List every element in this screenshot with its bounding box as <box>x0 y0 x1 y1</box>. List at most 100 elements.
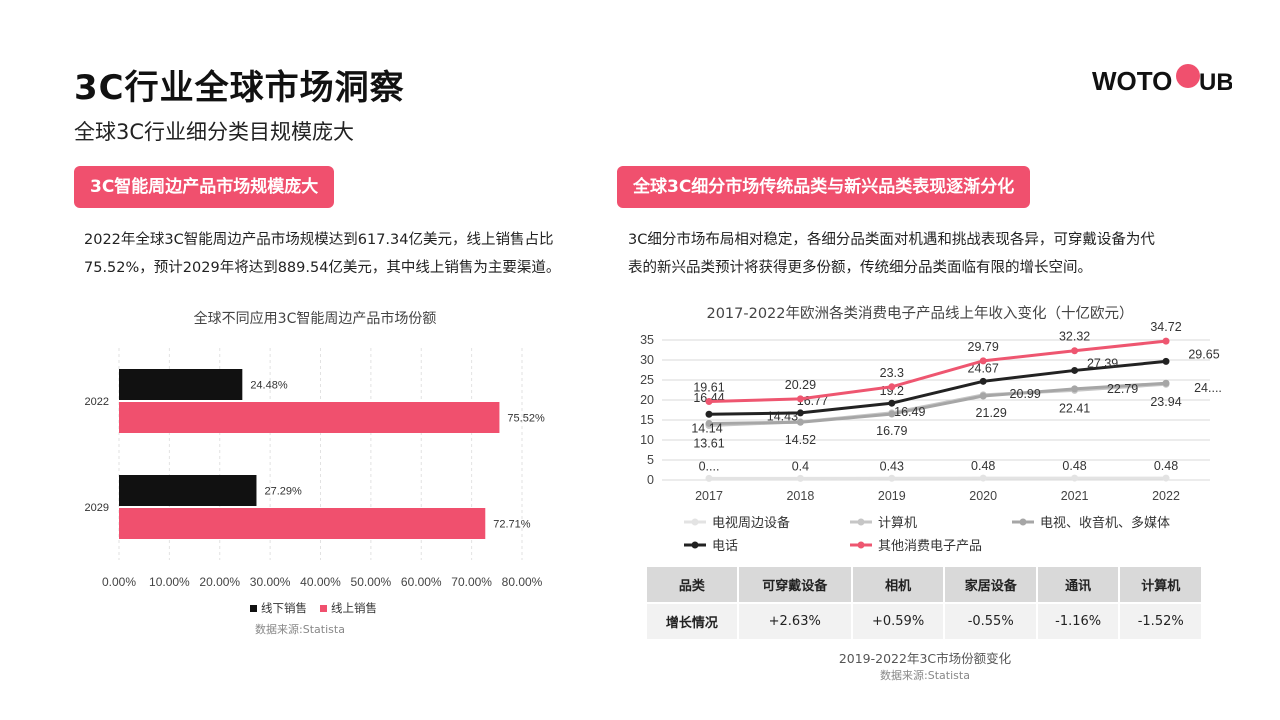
line-point <box>1071 347 1079 355</box>
line-point <box>1071 474 1079 482</box>
line-legend-marker <box>857 541 865 549</box>
table-caption: 2019-2022年3C市场份额变化 <box>838 651 1012 666</box>
line-y-tick-label: 30 <box>640 353 654 367</box>
line-point <box>1071 385 1079 393</box>
bar-x-tick-label: 20.00% <box>199 575 240 589</box>
line-point <box>979 377 987 385</box>
line-series <box>708 339 1167 404</box>
line-data-label: 19.61 <box>693 381 724 395</box>
line-point <box>1162 337 1170 345</box>
line-data-label: 34.72 <box>1150 322 1181 334</box>
line-y-tick-label: 15 <box>640 413 654 427</box>
right-paragraph: 3C细分市场布局相对稳定，各细分品类面对机遇和挑战表现各异，可穿戴设备为代 表的… <box>628 226 1228 282</box>
bar-legend-swatch <box>320 605 327 612</box>
line-x-tick-label: 2019 <box>878 489 906 503</box>
line-data-label: 29.79 <box>968 340 999 354</box>
right-section-pill: 全球3C细分市场传统品类与新兴品类表现逐渐分化 <box>617 166 1031 208</box>
line-point <box>888 410 896 418</box>
table-header-cell: 计算机 <box>1119 567 1203 603</box>
line-point <box>796 418 804 426</box>
line-point <box>796 395 804 403</box>
line-data-label: 13.61 <box>693 437 724 451</box>
line-data-label: 20.29 <box>785 378 816 392</box>
line-y-tick-label: 20 <box>640 393 654 407</box>
growth-table: 品类 可穿戴设备 相机 家居设备 通讯 计算机 增长情况 +2.63% +0.5… <box>647 567 1203 639</box>
bar-x-tick-label: 10.00% <box>149 575 190 589</box>
line-data-label: 14.52 <box>785 433 816 447</box>
line-point <box>888 399 896 407</box>
line-series <box>708 381 1167 425</box>
line-data-label: 21.29 <box>976 406 1007 420</box>
line-point <box>796 409 804 417</box>
line-point <box>1071 366 1079 374</box>
line-point <box>888 474 896 482</box>
bar-legend-swatch <box>250 605 257 612</box>
line-y-tick-label: 35 <box>640 333 654 347</box>
line-data-label: 16.79 <box>876 424 907 438</box>
table-cell: +0.59% <box>851 602 946 639</box>
line-data-label: 14.14 <box>691 421 722 435</box>
bar-x-tick-label: 0.00% <box>102 575 136 589</box>
table-row-header: 增长情况 <box>647 602 739 639</box>
line-data-label: 0.43 <box>880 459 904 473</box>
bar-chart-title: 全球不同应用3C智能周边产品市场份额 <box>193 311 437 327</box>
bar-category-label: 2022 <box>85 396 109 408</box>
line-y-tick-label: 25 <box>640 373 654 387</box>
line-point <box>1162 357 1170 365</box>
right-source: 数据来源:Statista <box>880 669 970 682</box>
growth-table-header-row: 品类 可穿戴设备 相机 家居设备 通讯 计算机 <box>647 567 1203 603</box>
bar-data-label: 72.71% <box>493 519 531 531</box>
bar-x-tick-label: 30.00% <box>250 575 291 589</box>
line-legend-marker <box>691 541 699 549</box>
line-x-tick-label: 2020 <box>969 489 997 503</box>
line-legend-label: 其他消费电子产品 <box>878 538 982 553</box>
bar-legend-label: 线下销售 <box>261 601 307 615</box>
page-subtitle: 全球3C行业细分类目规模庞大 <box>74 120 355 144</box>
bar-legend-label: 线上销售 <box>331 601 377 615</box>
table-header-cell: 家居设备 <box>944 567 1038 603</box>
line-point <box>979 392 987 400</box>
table-header-cell: 可穿戴设备 <box>737 567 853 603</box>
bar-category-label: 2029 <box>85 502 109 514</box>
line-point <box>979 357 987 365</box>
line-data-label: 23.3 <box>880 366 904 380</box>
line-legend-label: 电视、收音机、多媒体 <box>1040 515 1170 530</box>
line-legend-label: 电话 <box>712 538 738 553</box>
line-point <box>705 410 713 418</box>
table-header-cell: 相机 <box>851 567 946 603</box>
line-point <box>705 398 713 406</box>
right-paragraph-line-1: 3C细分市场布局相对稳定，各细分品类面对机遇和挑战表现各异，可穿戴设备为代 <box>628 232 1155 248</box>
table-header-cell: 品类 <box>647 567 739 603</box>
line-data-label: 0.... <box>699 459 720 473</box>
bar-x-tick-label: 70.00% <box>451 575 492 589</box>
bar-x-tick-label: 50.00% <box>351 575 392 589</box>
line-point <box>1162 474 1170 482</box>
line-x-tick-label: 2018 <box>786 489 814 503</box>
bar <box>119 402 500 433</box>
right-paragraph-line-2: 表的新兴品类预计将获得更多份额，传统细分品类面临有限的增长空间。 <box>628 260 1092 276</box>
left-paragraph: 2022年全球3C智能周边产品市场规模达到617.34亿美元，线上销售占比 75… <box>84 226 604 282</box>
line-data-label: 14.43 <box>767 409 798 423</box>
page-title: 3C行业全球市场洞察 <box>74 68 405 108</box>
line-data-label: 22.41 <box>1059 401 1090 415</box>
line-y-tick-label: 5 <box>647 453 654 467</box>
line-point <box>705 474 713 482</box>
table-cell: -1.16% <box>1036 602 1121 639</box>
line-data-label: 29.65 <box>1188 347 1219 361</box>
line-y-tick-label: 0 <box>647 473 654 487</box>
line-data-label: 32.32 <box>1059 330 1090 344</box>
table-header-cell: 通讯 <box>1036 567 1121 603</box>
bar <box>119 508 486 539</box>
left-source: 数据来源:Statista <box>255 623 345 636</box>
bar-x-tick-label: 40.00% <box>300 575 341 589</box>
line-y-tick-label: 10 <box>640 433 654 447</box>
table-cell: -1.52% <box>1119 602 1203 639</box>
logo-accent-circle <box>1176 64 1200 88</box>
line-data-label: 16.49 <box>894 405 925 419</box>
line-legend-marker <box>1019 518 1027 526</box>
line-data-label: 23.94 <box>1150 395 1181 409</box>
table-cell: -0.55% <box>944 602 1038 639</box>
line-legend-marker <box>691 518 699 526</box>
line-point <box>1162 379 1170 387</box>
growth-table-row: 增长情况 +2.63% +0.59% -0.55% -1.16% -1.52% <box>647 602 1203 639</box>
